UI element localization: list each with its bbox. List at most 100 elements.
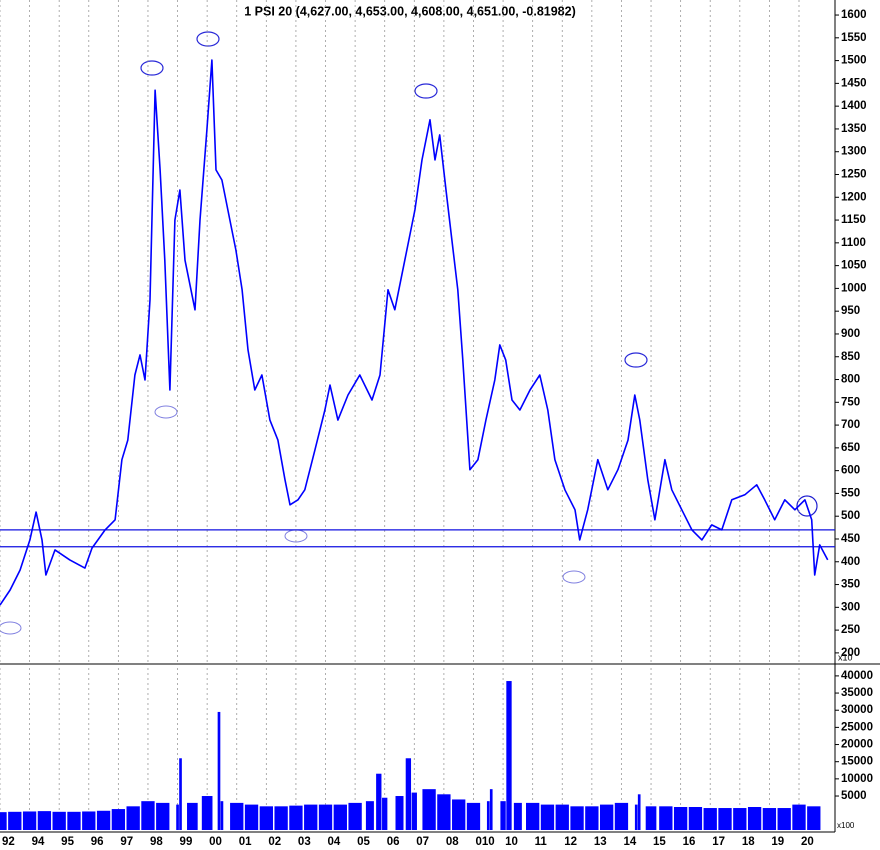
volume-bar (506, 681, 512, 830)
y-tick-label: 850 (841, 351, 860, 363)
volume-bar (637, 794, 641, 830)
volume-bar (555, 804, 569, 830)
y-tick-label: 250 (841, 624, 860, 636)
y-tick-label: 950 (841, 305, 860, 317)
volume-bar (230, 802, 244, 830)
y-tick-label: 500 (841, 510, 860, 522)
x-tick-label: 97 (120, 836, 133, 848)
y-tick-label: 300 (841, 601, 860, 613)
volume-bar (599, 804, 614, 830)
volume-bar (156, 802, 170, 830)
x-tick-label: 96 (91, 836, 104, 848)
volume-bar (718, 808, 732, 830)
y-tick-label: 1600 (841, 9, 867, 21)
x-tick-label: 92 (2, 836, 15, 848)
volume-bar (405, 758, 412, 830)
x-tick-label: 99 (180, 836, 193, 848)
y-tick-label: 600 (841, 465, 860, 477)
x-tick-label: 15 (653, 836, 666, 848)
volume-bar (376, 773, 382, 830)
volume-bar (220, 801, 224, 830)
volume-bar (333, 804, 347, 830)
volume-bar (8, 811, 22, 830)
volume-bar (348, 802, 362, 830)
x-tick-label: 11 (535, 836, 548, 848)
volume-bar (52, 811, 66, 830)
x-tick-label: 04 (328, 836, 341, 848)
x-tick-label: 05 (357, 836, 370, 848)
volume-bar (274, 806, 288, 830)
y-tick-label: 450 (841, 533, 860, 545)
volume-bar (176, 804, 179, 830)
volume-bar (452, 799, 466, 830)
volume-bar (304, 804, 318, 830)
bear-icons (140, 31, 648, 368)
y-tick-label: 1550 (841, 32, 867, 44)
volume-bar (703, 808, 717, 830)
volume-bar (777, 808, 791, 830)
volume-bar (762, 808, 777, 830)
y-tick-label: 1350 (841, 123, 867, 135)
volume-bar (486, 801, 490, 830)
volume-bar (411, 792, 417, 830)
marker-circle (796, 495, 818, 517)
y-tick-label: 1450 (841, 77, 867, 89)
x-tick-label: 01 (239, 836, 252, 848)
volume-bar (67, 811, 81, 830)
y-multiplier: x100 (837, 821, 855, 830)
volume-bar (365, 801, 374, 830)
volume-bar (540, 804, 555, 830)
y-tick-label: 550 (841, 487, 860, 499)
x-tick-label: 94 (32, 836, 45, 848)
y-tick-label: 1050 (841, 260, 867, 272)
y-tick-label: 40000 (841, 670, 873, 682)
x-tick-label: 17 (712, 836, 725, 848)
y-tick-label: 15000 (841, 756, 873, 768)
price-line (0, 59, 829, 606)
volume-bar (22, 811, 37, 830)
y-tick-label: 1300 (841, 146, 867, 158)
volume-bar (318, 804, 333, 830)
volume-bar (111, 809, 126, 830)
volume-bar (792, 804, 806, 830)
volume-bar (585, 806, 599, 830)
y-tick-label: 650 (841, 442, 860, 454)
volume-bar (645, 806, 657, 830)
y-tick-label: 400 (841, 556, 860, 568)
volume-bar (259, 806, 273, 830)
y-tick-label: 700 (841, 419, 860, 431)
y-tick-label: 25000 (841, 721, 873, 733)
volume-bar (688, 807, 703, 830)
volume-bar (659, 806, 673, 830)
volume-bar (141, 801, 155, 830)
volume-bar (395, 796, 404, 830)
x-tick-label: 14 (623, 836, 636, 848)
y-tick-label: 30000 (841, 704, 873, 716)
x-tick-label: 010 (475, 836, 494, 848)
bull-icon (154, 405, 178, 419)
volume-bar (634, 804, 638, 830)
volume-bar (437, 794, 451, 830)
y-tick-label: 1200 (841, 191, 867, 203)
volume-bar (0, 812, 7, 830)
y-tick-label: 1000 (841, 282, 867, 294)
y-tick-label: 1250 (841, 169, 867, 181)
volume-bar (733, 808, 747, 830)
y-tick-label: 35000 (841, 687, 873, 699)
volume-bar (187, 802, 198, 830)
x-tick-label: 12 (564, 836, 577, 848)
volume-bar (126, 806, 140, 830)
volume-bar (747, 807, 762, 830)
x-tick-label: 19 (771, 836, 784, 848)
volume-bar (289, 805, 303, 830)
x-tick-label: 03 (298, 836, 311, 848)
bull-icon (562, 570, 586, 584)
bear-icon (196, 31, 220, 47)
y-tick-label: 10000 (841, 773, 873, 785)
x-tick-label: 08 (446, 836, 459, 848)
volume-bar (570, 806, 584, 830)
volume-bar (526, 802, 540, 830)
x-tick-label: 16 (683, 836, 696, 848)
